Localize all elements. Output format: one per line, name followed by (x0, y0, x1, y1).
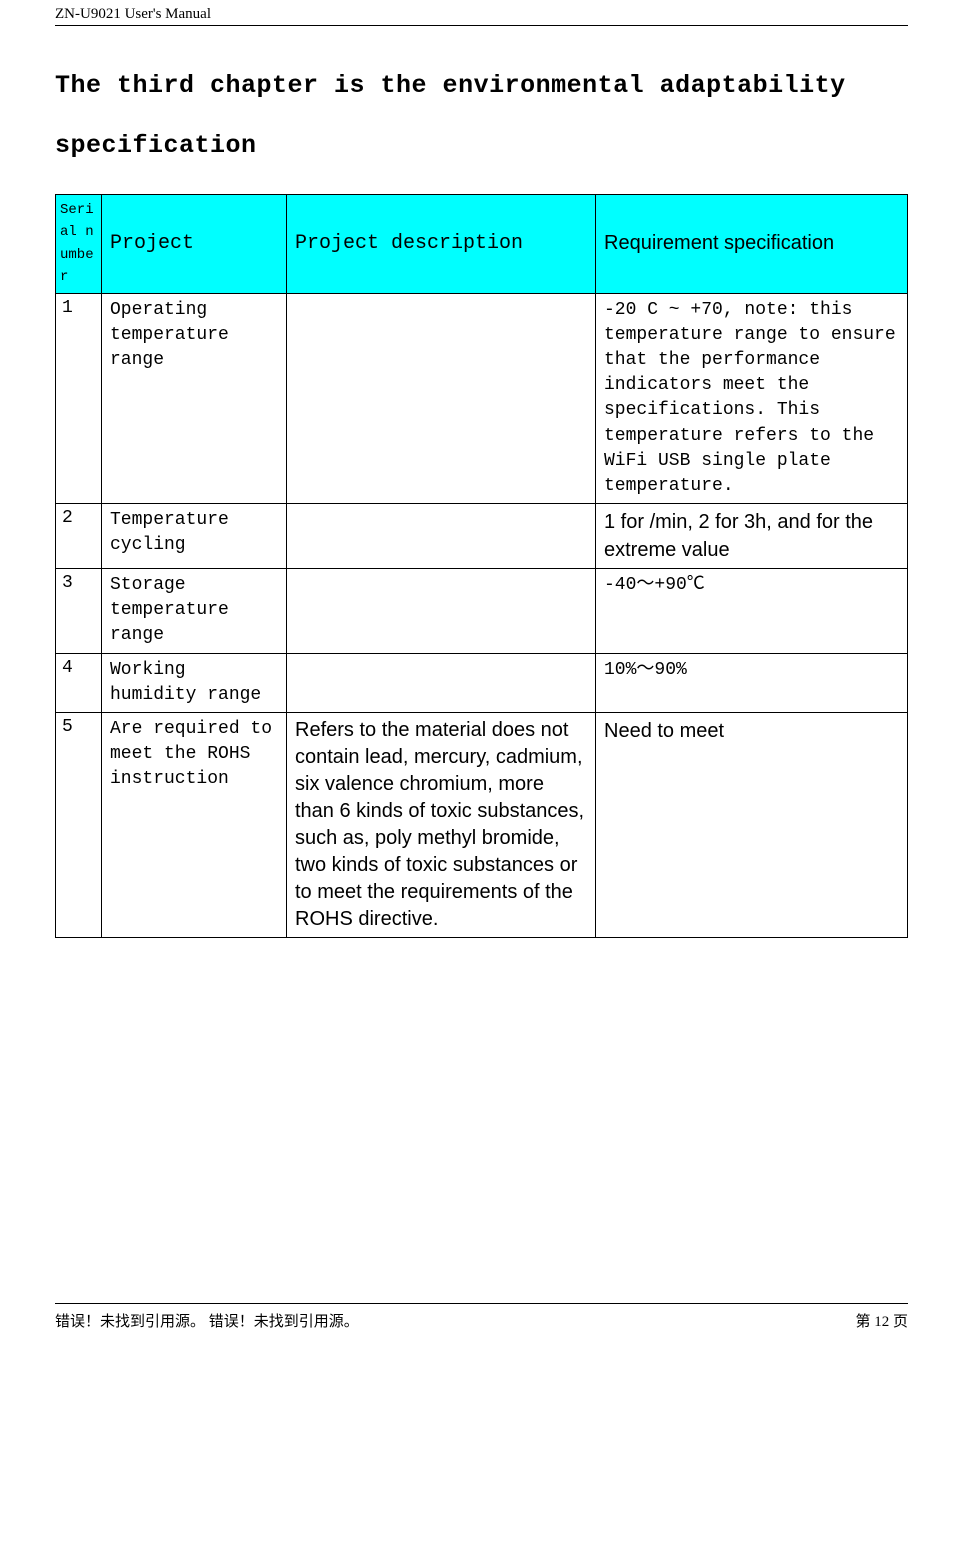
cell-desc: Refers to the material does not contain … (287, 713, 596, 938)
table-header-row: Serial number Project Project descriptio… (56, 195, 908, 294)
cell-serial: 1 (56, 293, 102, 504)
page-header: ZN-U9021 User's Manual (55, 0, 908, 23)
cell-project: Storage temperature range (102, 569, 287, 654)
cell-desc (287, 653, 596, 712)
cell-serial: 5 (56, 713, 102, 938)
spec-table: Serial number Project Project descriptio… (55, 194, 908, 938)
table-row: 1Operating temperature range -20 C ~ +70,… (56, 293, 908, 504)
col-header-project: Project (102, 195, 287, 294)
cell-project: Operating temperature range (102, 293, 287, 504)
cell-desc (287, 569, 596, 654)
col-header-req: Requirement specification (596, 195, 908, 294)
cell-serial: 3 (56, 569, 102, 654)
cell-req: Need to meet (596, 713, 908, 938)
cell-desc (287, 504, 596, 569)
footer-left: 错误！未找到引用源。 错误！未找到引用源。 (55, 1310, 359, 1331)
footer-right: 第 12 页 (855, 1310, 908, 1331)
cell-req: 1 for /min, 2 for 3h, and for the extrem… (596, 504, 908, 569)
cell-req: -20 C ~ +70, note: this temperature rang… (596, 293, 908, 504)
header-rule (55, 25, 908, 26)
cell-project: Working humidity range (102, 653, 287, 712)
table-row: 3Storage temperature range -40～+90℃ (56, 569, 908, 654)
cell-serial: 4 (56, 653, 102, 712)
col-header-desc: Project description (287, 195, 596, 294)
cell-req: -40～+90℃ (596, 569, 908, 654)
cell-project: Are required to meet the ROHS instructio… (102, 713, 287, 938)
table-row: 4Working humidity range 10%～90% (56, 653, 908, 712)
cell-project: Temperature cycling (102, 504, 287, 569)
cell-req: 10%～90% (596, 653, 908, 712)
cell-serial: 2 (56, 504, 102, 569)
table-row: 2Temperature cycling 1 for /min, 2 for 3h… (56, 504, 908, 569)
cell-desc (287, 293, 596, 504)
page-footer: 错误！未找到引用源。 错误！未找到引用源。 第 12 页 (55, 1303, 908, 1331)
table-row: 5Are required to meet the ROHS instructi… (56, 713, 908, 938)
col-header-serial: Serial number (56, 195, 102, 294)
chapter-title: The third chapter is the environmental a… (55, 56, 908, 176)
